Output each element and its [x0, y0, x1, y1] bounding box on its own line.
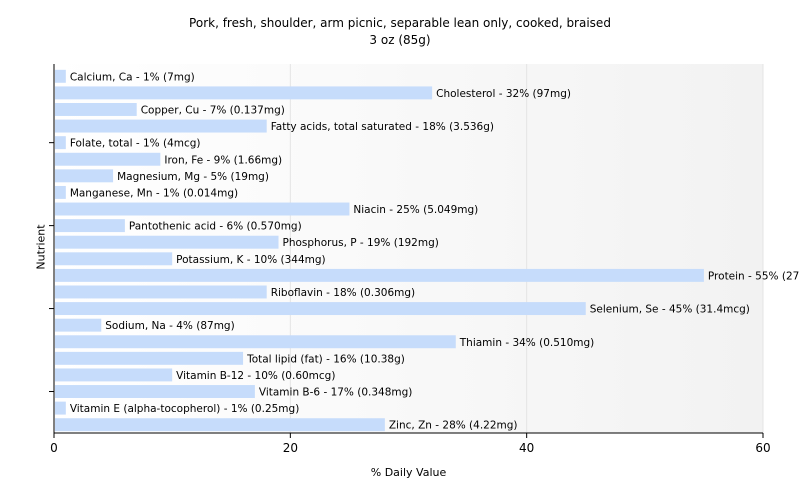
- bar: [55, 335, 456, 349]
- chart-title: Pork, fresh, shoulder, arm picnic, separ…: [189, 16, 611, 30]
- data-label: Cholesterol - 32% (97mg): [436, 88, 571, 100]
- data-label: Riboflavin - 18% (0.306mg): [271, 287, 415, 299]
- x-axis-label: % Daily Value: [370, 466, 447, 479]
- bar: [55, 302, 586, 316]
- bar: [55, 185, 66, 199]
- data-label: Magnesium, Mg - 5% (19mg): [117, 171, 269, 183]
- x-tick-label: 0: [50, 441, 58, 455]
- bar: [55, 351, 244, 365]
- x-tick-label: 60: [755, 441, 770, 455]
- data-label: Thiamin - 34% (0.510mg): [459, 337, 595, 349]
- data-label: Zinc, Zn - 28% (4.22mg): [389, 420, 518, 432]
- bar: [55, 202, 350, 216]
- data-label: Phosphorus, P - 19% (192mg): [283, 237, 439, 249]
- bar: [55, 169, 114, 183]
- bar: [55, 69, 66, 83]
- data-label: Fatty acids, total saturated - 18% (3.53…: [271, 121, 494, 133]
- chart-subtitle: 3 oz (85g): [369, 33, 431, 47]
- data-label: Calcium, Ca - 1% (7mg): [70, 71, 195, 83]
- data-label: Potassium, K - 10% (344mg): [176, 254, 326, 266]
- bar: [55, 418, 385, 432]
- x-tick-label: 20: [283, 441, 298, 455]
- x-tick-label: 40: [519, 441, 534, 455]
- bar: [55, 318, 102, 332]
- bar: [55, 152, 161, 166]
- data-label: Vitamin B-12 - 10% (0.60mcg): [176, 370, 335, 382]
- bar: [55, 268, 704, 282]
- bar: [55, 103, 137, 116]
- data-label: Vitamin B-6 - 17% (0.348mg): [259, 387, 413, 399]
- bar: [55, 285, 267, 299]
- bar: [55, 119, 267, 133]
- data-label: Sodium, Na - 4% (87mg): [105, 320, 234, 332]
- bar: [55, 385, 255, 398]
- bar: [55, 86, 433, 100]
- bar: [55, 401, 66, 415]
- bar: [55, 235, 279, 249]
- data-label: Folate, total - 1% (4mcg): [70, 138, 201, 150]
- data-label: Manganese, Mn - 1% (0.014mg): [70, 187, 238, 199]
- data-label: Vitamin E (alpha-tocopherol) - 1% (0.25m…: [70, 403, 299, 415]
- data-label: Pantothenic acid - 6% (0.570mg): [129, 221, 302, 233]
- bar: [55, 368, 173, 382]
- bar: [55, 252, 173, 266]
- data-label: Iron, Fe - 9% (1.66mg): [164, 154, 282, 166]
- data-label: Niacin - 25% (5.049mg): [353, 204, 478, 216]
- bar: [55, 219, 125, 233]
- bar: [55, 136, 66, 150]
- y-axis-label: Nutrient: [34, 224, 48, 270]
- data-label: Selenium, Se - 45% (31.4mcg): [590, 304, 750, 316]
- data-label: Copper, Cu - 7% (0.137mg): [141, 104, 285, 116]
- data-label: Protein - 55% (27.42g): [708, 270, 800, 282]
- data-label: Total lipid (fat) - 16% (10.38g): [246, 353, 405, 365]
